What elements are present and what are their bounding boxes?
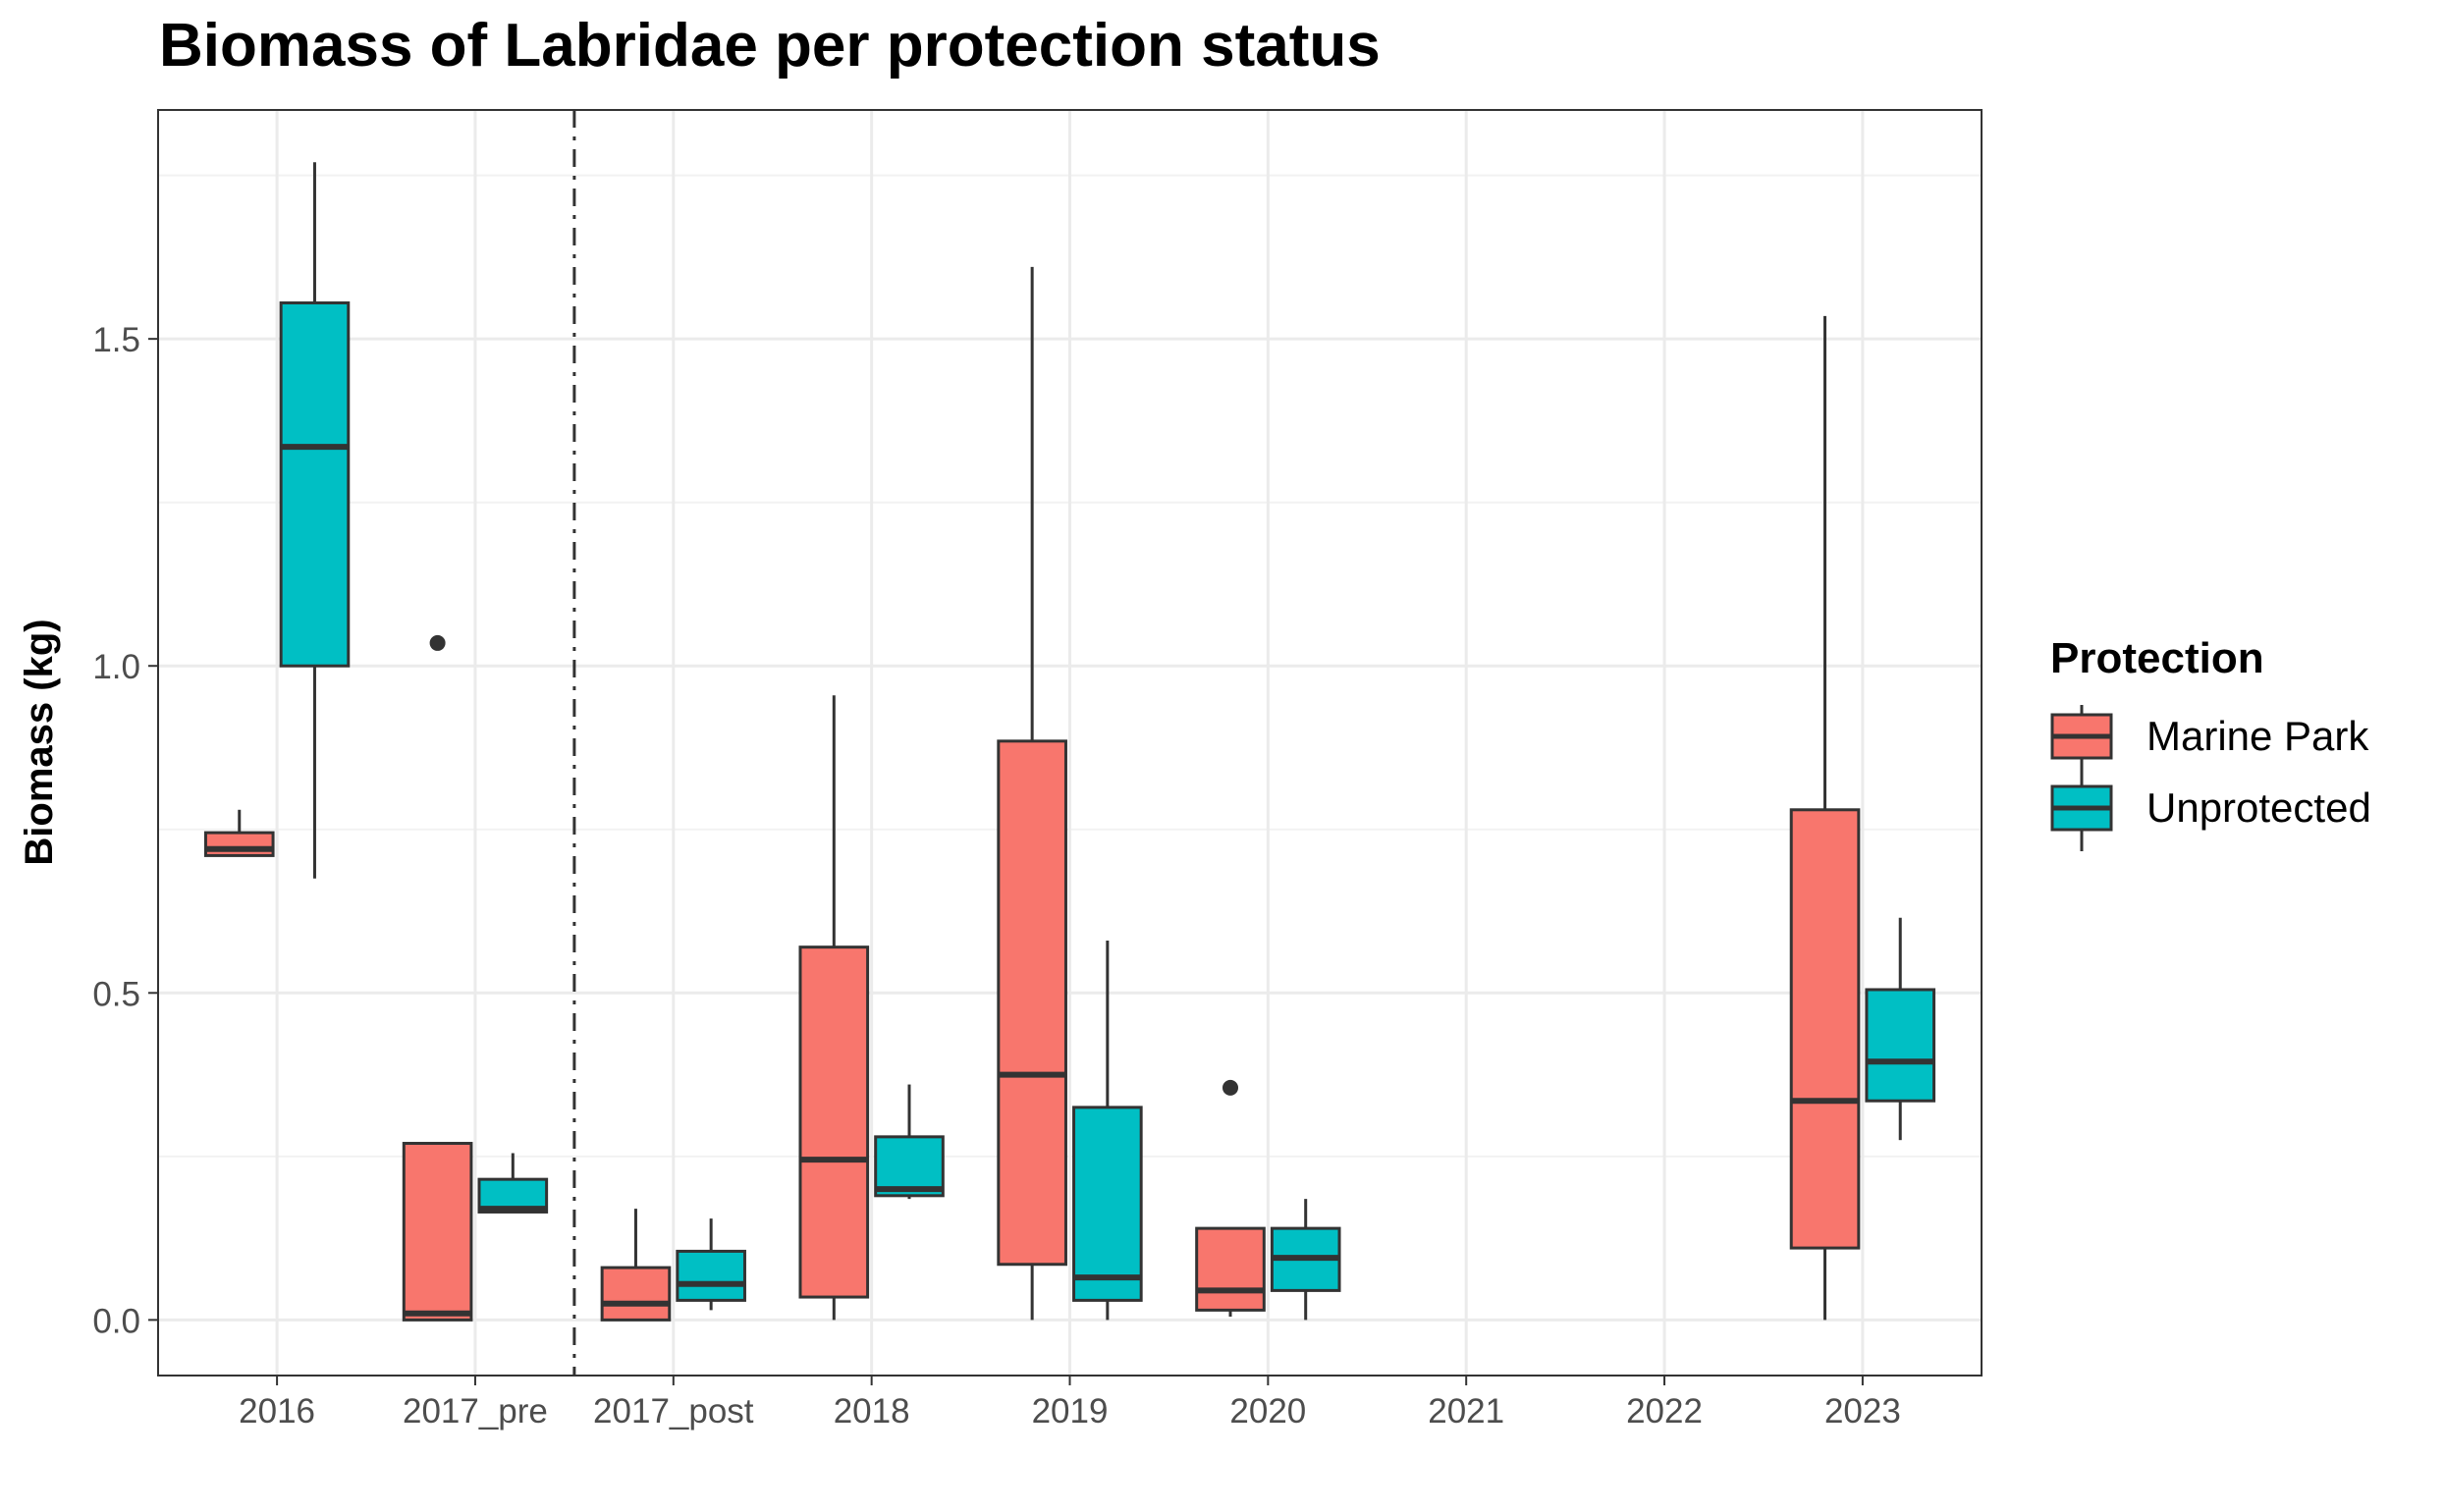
box-unprotected-2019 [1072, 941, 1143, 1321]
y-tick-label: 0.0 [92, 1302, 140, 1340]
legend-key-unprotected: Unprotected [2050, 777, 2371, 851]
y-axis: 0.0 0.5 1.0 1.5 [92, 321, 158, 1340]
box-iqr [874, 1135, 945, 1198]
x-tick-label: 2020 [1229, 1392, 1306, 1431]
legend-label: Marine Park [2146, 713, 2369, 759]
box-unprotected-2023 [1865, 917, 1936, 1141]
y-tick-label: 0.5 [92, 975, 140, 1013]
box-iqr [1072, 1106, 1143, 1302]
x-tick-label: 2022 [1626, 1392, 1703, 1431]
box-iqr [798, 945, 870, 1299]
x-axis: 2016 2017_pre 2017_post 2018 2019 2020 2021 202… [239, 1376, 1901, 1431]
outlier-point [1222, 1079, 1238, 1096]
box-layer [203, 162, 1936, 1322]
legend-keys: Marine Park Unprotected [2050, 705, 2371, 851]
outlier-point [429, 634, 446, 651]
box-iqr [279, 301, 351, 668]
box-unprotected-2017_pre [477, 1153, 549, 1214]
box-iqr [203, 831, 275, 857]
box-unprotected-2020 [1270, 1199, 1341, 1321]
box-unprotected-2017_post [676, 1218, 746, 1311]
x-tick-label: 2017_pre [403, 1392, 548, 1431]
x-tick-label: 2021 [1428, 1392, 1504, 1431]
box-iqr [1865, 988, 1936, 1103]
box-unprotected-2016 [279, 162, 351, 879]
chart-title: Biomass of Labridae per protection statu… [159, 12, 1381, 80]
x-tick-label: 2017_post [593, 1392, 754, 1431]
box-marine-park-2017_post [600, 1209, 672, 1322]
plot-panel [157, 109, 1983, 1377]
x-tick-label: 2016 [239, 1392, 315, 1431]
box-iqr [1789, 808, 1861, 1250]
legend-title: Protection [2050, 634, 2264, 682]
grid-major [158, 110, 1982, 1376]
box-iqr [600, 1266, 672, 1322]
box-marine-park-2023 [1789, 315, 1861, 1321]
box-marine-park-2016 [203, 809, 275, 857]
x-tick-label: 2019 [1032, 1392, 1109, 1431]
x-tick-label: 2018 [834, 1392, 910, 1431]
box-iqr [997, 739, 1067, 1267]
box-iqr [1195, 1226, 1266, 1312]
box-iqr [676, 1249, 746, 1302]
box-unprotected-2018 [874, 1084, 945, 1200]
y-axis-label: Biomass (kg) [18, 619, 61, 865]
box-marine-park-2018 [798, 695, 870, 1321]
box-marine-park-2019 [997, 266, 1067, 1321]
y-tick-label: 1.5 [92, 321, 140, 359]
legend: Protection Marine Park Unprotected [2050, 634, 2371, 851]
box-marine-park-2017_pre [402, 634, 473, 1322]
legend-key-marine-park: Marine Park [2050, 705, 2369, 780]
legend-label: Unprotected [2146, 784, 2371, 831]
y-tick-label: 1.0 [92, 648, 140, 686]
box-marine-park-2020 [1195, 1079, 1266, 1318]
box-iqr [402, 1142, 473, 1322]
x-tick-label: 2023 [1824, 1392, 1901, 1431]
